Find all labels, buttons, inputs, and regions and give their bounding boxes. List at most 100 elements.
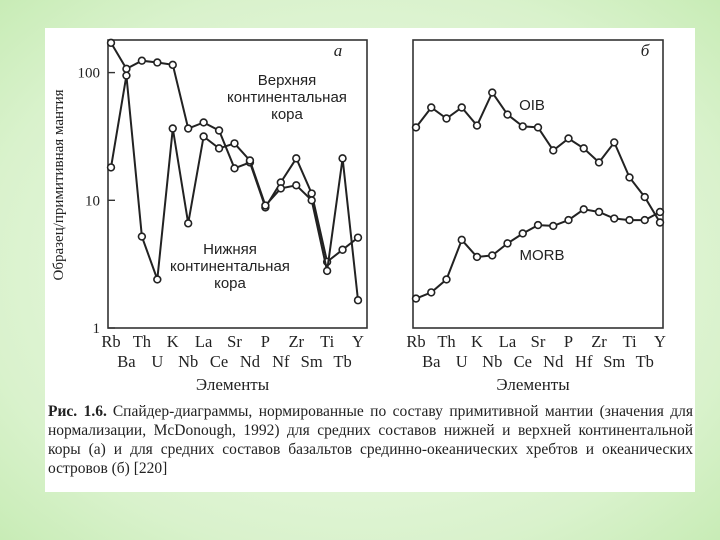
data-point [214, 144, 224, 153]
data-point [307, 189, 316, 198]
panel-label: б [641, 41, 650, 60]
data-point [214, 126, 224, 135]
x-tick-label: Nb [482, 352, 502, 371]
x-tick-label: Ba [422, 352, 441, 371]
panel-label: а [334, 41, 343, 60]
x-tick-label: P [564, 332, 573, 351]
x-tick-label: Th [133, 332, 152, 351]
data-point [594, 207, 604, 217]
data-point [655, 218, 665, 227]
x-tick-label: La [499, 332, 517, 351]
x-tick-label: Tb [636, 352, 654, 371]
series-label: MORB [512, 247, 572, 264]
data-point [338, 245, 347, 254]
data-point [594, 158, 604, 167]
data-point [640, 192, 649, 202]
data-point [168, 124, 177, 133]
x-tick-label: Nd [543, 352, 564, 371]
caption-text: Спайдер-диаграммы, нормированные по сост… [48, 403, 693, 477]
data-point [168, 60, 177, 70]
caption: Рис. 1.6. Спайдер-диаграммы, нормированны… [48, 402, 693, 478]
data-point [625, 215, 634, 225]
data-point [442, 114, 451, 123]
x-tick-label: Nd [240, 352, 261, 371]
x-tick-label: Zr [288, 332, 304, 351]
x-tick-label: Sr [531, 332, 546, 351]
data-point [338, 154, 347, 163]
x-tick-label: P [261, 332, 270, 351]
x-tick-label: Y [654, 332, 666, 351]
data-point [610, 138, 619, 147]
x-tick-label: Nb [178, 352, 198, 371]
x-axis-label: Элементы [196, 375, 270, 394]
data-point [292, 181, 301, 190]
data-point [153, 58, 162, 67]
data-point [183, 219, 193, 228]
data-point [549, 146, 558, 155]
data-point [261, 201, 270, 210]
x-tick-label: Tb [333, 352, 351, 371]
data-point [579, 205, 588, 214]
x-tick-label: Nf [272, 352, 290, 371]
x-tick-label: Sm [301, 352, 323, 371]
x-tick-label: Rb [406, 332, 425, 351]
data-point [276, 184, 286, 193]
x-tick-label: Sm [603, 352, 625, 371]
x-tick-label: Sr [227, 332, 242, 351]
series-label: Нижняя континентальная кора [170, 241, 290, 292]
data-point [518, 229, 527, 238]
data-point [579, 144, 588, 153]
data-point [533, 123, 543, 132]
x-tick-label: La [195, 332, 213, 351]
data-point [122, 71, 131, 80]
x-tick-label: Ti [320, 332, 334, 351]
data-point [640, 215, 649, 225]
data-point [427, 103, 436, 112]
data-point [307, 196, 316, 205]
sheet [45, 28, 695, 492]
data-point [230, 164, 239, 173]
x-tick-label: Th [437, 332, 456, 351]
x-tick-label: Y [352, 332, 364, 351]
data-point [411, 294, 421, 303]
data-point [122, 64, 131, 74]
data-point [322, 266, 332, 276]
data-point [353, 233, 363, 242]
x-tick-label: Hf [575, 352, 593, 371]
data-point [503, 239, 512, 248]
data-point [457, 235, 466, 245]
data-point [427, 288, 436, 297]
x-tick-label: U [456, 352, 468, 371]
data-point [411, 123, 421, 132]
x-axis-label: Элементы [496, 375, 570, 394]
x-tick-label: Zr [591, 332, 607, 351]
data-point [199, 132, 208, 141]
x-tick-label: K [167, 332, 179, 351]
data-point [199, 118, 208, 127]
x-tick-label: Ce [210, 352, 228, 371]
series-label: Верхняя континентальная кора [212, 72, 362, 123]
data-point [503, 110, 512, 119]
data-point [564, 215, 573, 225]
data-point [457, 103, 466, 112]
data-point [549, 221, 558, 231]
data-point [625, 173, 634, 182]
data-point [472, 121, 482, 130]
x-tick-label: Rb [101, 332, 120, 351]
y-tick-label: 1 [93, 321, 101, 337]
plot-frame [107, 39, 368, 329]
data-point [655, 207, 665, 217]
data-point [610, 214, 619, 223]
data-point [153, 275, 162, 284]
data-point [533, 220, 543, 230]
y-tick-label: 100 [78, 66, 101, 82]
data-point [106, 163, 116, 172]
y-axis-label: Образец/примитивная мантия [51, 89, 67, 280]
data-point [518, 122, 527, 131]
data-point [488, 251, 497, 260]
data-point [230, 139, 239, 148]
data-point [137, 56, 147, 65]
caption-label: Рис. 1.6. [48, 403, 107, 420]
